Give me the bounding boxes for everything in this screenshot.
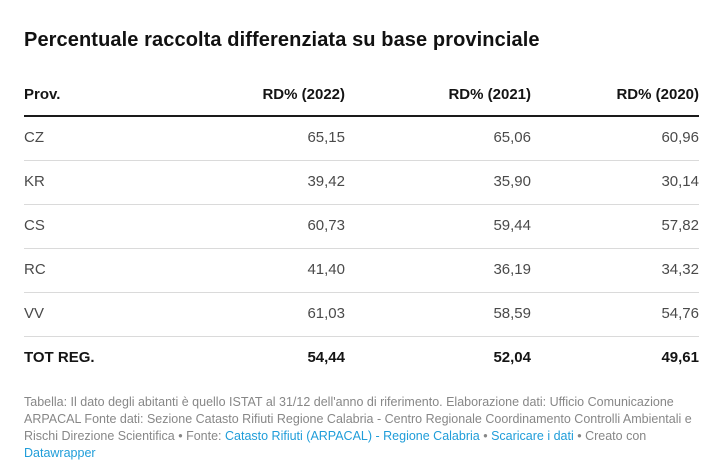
table-row-vv: VV 61,03 58,59 54,76 [24,293,699,337]
footer-fonte-label: • Fonte: [178,429,225,443]
chart-footer: Tabella: Il dato degli abitanti è quello… [24,394,699,462]
row-label: KR [24,173,45,190]
cell-value-total: 52,04 [493,349,531,366]
footer-notes: Tabella: Il dato degli abitanti è quello… [24,395,692,443]
datawrapper-link[interactable]: Datawrapper [24,446,96,460]
cell-value: 41,40 [307,261,345,278]
cell-value: 60,73 [307,217,345,234]
footer-created-with: • Creato con [573,429,647,443]
source-link[interactable]: Catasto Rifiuti (ARPACAL) - Regione Cala… [225,429,480,443]
column-header-rd-2022: RD% (2022) [262,86,345,103]
cell-value: 58,59 [493,305,531,322]
row-label: CS [24,217,45,234]
page-title: Percentuale raccolta differenziata su ba… [24,29,540,51]
row-label: CZ [24,129,44,146]
table-row-cz: CZ 65,15 65,06 60,96 [24,116,699,161]
table-row-cs: CS 60,73 59,44 57,82 [24,205,699,249]
row-label-total: TOT REG. [24,349,95,366]
cell-value-total: 54,44 [307,349,345,366]
header-row: Prov. RD% (2022) RD% (2021) RD% (2020) [24,85,699,116]
column-header-prov: Prov. [24,86,61,103]
data-table: Prov. RD% (2022) RD% (2021) RD% (2020) C… [24,85,699,380]
cell-value: 59,44 [493,217,531,234]
cell-value-total: 49,61 [661,349,699,366]
cell-value: 65,15 [307,129,345,146]
footer-bullet: • [479,429,492,443]
row-label: VV [24,305,45,322]
table-row-rc: RC 41,40 36,19 34,32 [24,249,699,293]
cell-value: 60,96 [661,129,699,146]
table-row-kr: KR 39,42 35,90 30,14 [24,161,699,205]
download-data-link[interactable]: Scaricare i dati [491,429,574,443]
cell-value: 61,03 [307,305,345,322]
cell-value: 35,90 [493,173,531,190]
cell-value: 36,19 [493,261,531,278]
cell-value: 65,06 [493,129,531,146]
table-row-total: TOT REG. 54,44 52,04 49,61 [24,337,699,381]
cell-value: 39,42 [307,173,345,190]
column-header-rd-2021: RD% (2021) [448,86,531,103]
column-header-rd-2020: RD% (2020) [616,86,699,103]
cell-value: 57,82 [661,217,699,234]
row-label: RC [24,261,46,278]
cell-value: 30,14 [661,173,699,190]
cell-value: 54,76 [661,305,699,322]
cell-value: 34,32 [661,261,699,278]
